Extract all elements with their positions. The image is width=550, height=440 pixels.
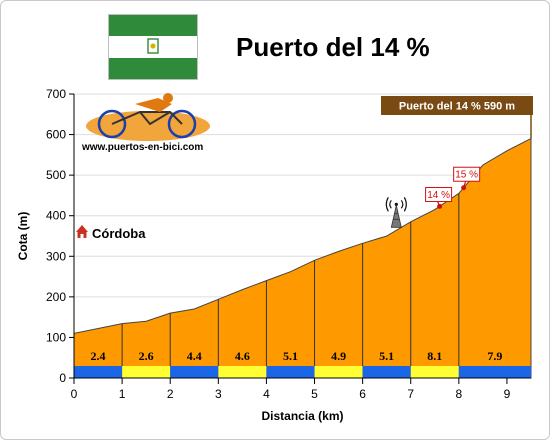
x-tick-label: 2 — [167, 387, 174, 401]
start-marker: Córdoba — [76, 224, 146, 241]
y-tick-label: 0 — [59, 371, 66, 385]
gradient-band — [314, 366, 363, 378]
cyclist-icon — [97, 93, 197, 139]
gradient-band — [410, 366, 459, 378]
x-tick-label: 3 — [215, 387, 222, 401]
logo-swoosh — [86, 111, 210, 141]
x-tick-label: 1 — [119, 387, 126, 401]
gradient-band — [218, 366, 267, 378]
andalusia-flag-icon — [108, 14, 198, 80]
y-tick-label: 400 — [46, 209, 66, 223]
steep-label: 14 % — [427, 190, 450, 201]
gradient-labels: 2.4 2.6 4.4 4.6 5.1 4.9 5.1 8.1 7.9 — [91, 349, 503, 363]
gradient-band — [170, 366, 219, 378]
start-label: Córdoba — [92, 226, 146, 241]
antenna-icon — [385, 197, 407, 228]
x-tick-label: 6 — [359, 387, 366, 401]
steep-connector — [437, 201, 441, 207]
gradient-band — [362, 366, 411, 378]
steep-label: 15 % — [455, 170, 478, 181]
page-title: Puerto del 14 % — [236, 32, 430, 62]
steep-gradient-markers: 14 % 15 % — [425, 166, 481, 209]
gradient-label: 4.6 — [235, 349, 250, 363]
y-tick-label: 300 — [46, 249, 66, 263]
y-tick-label: 200 — [46, 290, 66, 304]
steep-box — [425, 187, 453, 203]
gradient-band — [266, 366, 315, 378]
gradient-label: 8.1 — [427, 349, 442, 363]
gradient-band — [74, 366, 123, 378]
gradient-bands — [74, 366, 531, 378]
x-tick-label: 9 — [504, 387, 511, 401]
y-tick-label: 100 — [46, 330, 66, 344]
flag-band-bottom — [109, 57, 197, 79]
site-logo: www.puertos-en-bici.com — [81, 93, 210, 153]
steep-connector — [463, 181, 467, 188]
y-tick-label: 500 — [46, 168, 66, 182]
summit-label: Puerto del 14 % 590 m — [399, 101, 515, 113]
y-axis-title: Cota (m) — [16, 212, 30, 261]
y-axis-ticks: 0 100 200 300 400 500 600 700 — [46, 87, 74, 385]
home-icon — [76, 224, 88, 238]
flag-band-top — [109, 15, 197, 37]
x-axis-ticks: 0 1 2 3 4 5 6 7 8 9 — [71, 378, 511, 401]
flag-band-middle — [109, 36, 197, 58]
x-tick-label: 8 — [455, 387, 462, 401]
y-tick-label: 600 — [46, 128, 66, 142]
x-tick-label: 0 — [71, 387, 78, 401]
profile-area — [73, 137, 532, 379]
gradient-label: 5.1 — [379, 349, 394, 363]
summit-box — [381, 96, 533, 115]
axes — [73, 94, 531, 379]
segment-dividers — [121, 193, 460, 378]
gradient-band — [458, 366, 531, 378]
x-tick-label: 4 — [263, 387, 270, 401]
gradient-label: 4.4 — [187, 349, 202, 363]
steep-box — [453, 166, 481, 182]
gradient-label: 2.4 — [91, 349, 106, 363]
gradient-label: 7.9 — [487, 349, 502, 363]
website-label: www.puertos-en-bici.com — [81, 142, 203, 153]
gradient-label: 4.9 — [331, 349, 346, 363]
x-tick-label: 5 — [311, 387, 318, 401]
summit-callout: Puerto del 14 % 590 m — [381, 96, 533, 139]
coat-of-arms-icon — [147, 38, 159, 55]
y-tick-label: 700 — [46, 87, 66, 101]
gradient-label: 5.1 — [283, 349, 298, 363]
gradient-band — [122, 366, 171, 378]
x-tick-label: 7 — [407, 387, 414, 401]
gradient-label: 2.6 — [139, 349, 154, 363]
x-axis-title: Distancia (km) — [261, 409, 343, 423]
